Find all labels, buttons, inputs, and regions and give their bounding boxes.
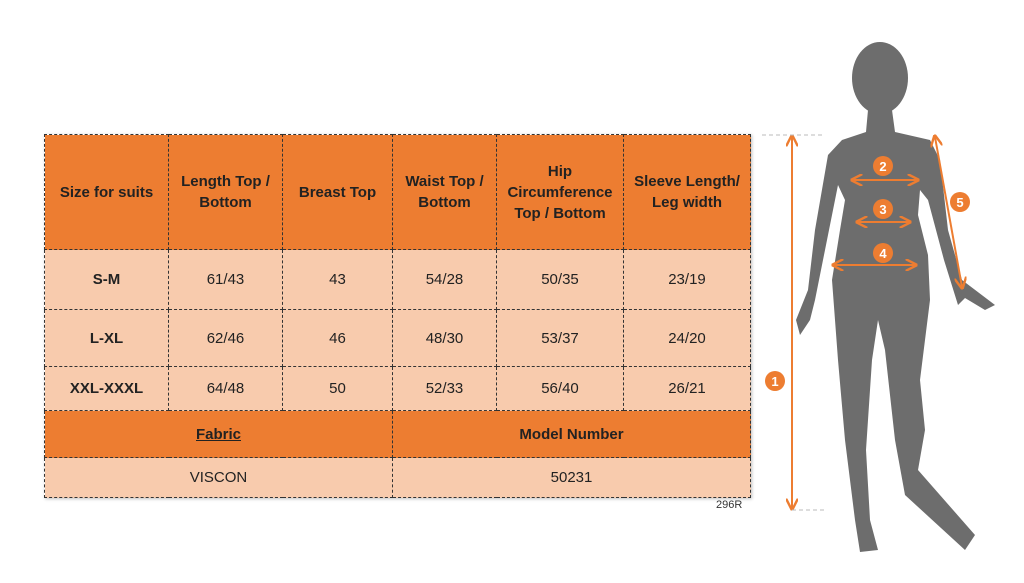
size-cell: L-XL <box>44 309 169 367</box>
svg-text:2: 2 <box>879 159 886 174</box>
fabric-header-row: Fabric Model Number <box>44 410 751 458</box>
size-cell: S-M <box>44 249 169 310</box>
fabric-label-text: Fabric <box>195 425 241 443</box>
cell: 64/48 <box>168 366 283 411</box>
svg-text:3: 3 <box>879 202 886 217</box>
fabric-value-row: VISCON 50231 <box>44 457 751 498</box>
marker-4: 4 <box>873 243 893 263</box>
header-cell: Hip Circumference Top / Bottom <box>496 134 624 250</box>
cell: 56/40 <box>496 366 624 411</box>
size-cell: XXL-XXXL <box>44 366 169 411</box>
model-label: Model Number <box>392 410 751 458</box>
header-cell: Breast Top <box>282 134 393 250</box>
cell: 52/33 <box>392 366 497 411</box>
svg-text:4: 4 <box>879 246 887 261</box>
table-row: S-M 61/43 43 54/28 50/35 23/19 <box>44 249 751 310</box>
header-row: Size for suits Length Top / Bottom Breas… <box>44 134 751 250</box>
header-cell: Sleeve Length/ Leg width <box>623 134 751 250</box>
cell: 61/43 <box>168 249 283 310</box>
model-value: 50231 <box>392 457 751 498</box>
marker-1: 1 <box>765 371 785 391</box>
header-cell: Size for suits <box>44 134 169 250</box>
svg-text:1: 1 <box>771 374 778 389</box>
cell: 50 <box>282 366 393 411</box>
fabric-label: Fabric <box>44 410 393 458</box>
table-row: L-XL 62/46 46 48/30 53/37 24/20 <box>44 309 751 367</box>
marker-5: 5 <box>950 192 970 212</box>
header-cell: Waist Top / Bottom <box>392 134 497 250</box>
cell: 53/37 <box>496 309 624 367</box>
table-row: XXL-XXXL 64/48 50 52/33 56/40 26/21 <box>44 366 751 411</box>
svg-text:5: 5 <box>956 195 963 210</box>
marker-2: 2 <box>873 156 893 176</box>
cell: 50/35 <box>496 249 624 310</box>
marker-3: 3 <box>873 199 893 219</box>
product-code: 296R <box>716 499 743 511</box>
cell: 23/19 <box>623 249 751 310</box>
cell: 48/30 <box>392 309 497 367</box>
size-chart-table: Size for suits Length Top / Bottom Breas… <box>44 134 751 498</box>
cell: 54/28 <box>392 249 497 310</box>
cell: 26/21 <box>623 366 751 411</box>
cell: 24/20 <box>623 309 751 367</box>
silhouette-icon <box>796 42 995 552</box>
